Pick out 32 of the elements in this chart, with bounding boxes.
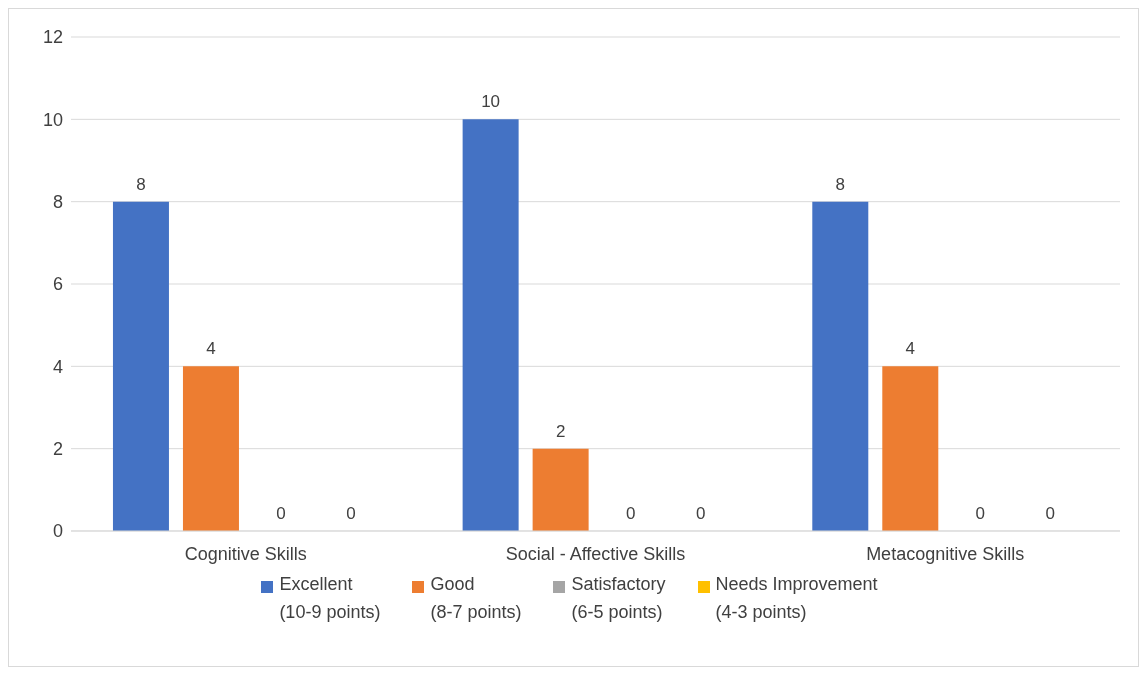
y-tick-label: 12 — [42, 27, 63, 48]
bar — [812, 201, 869, 531]
data-label: 0 — [625, 503, 636, 523]
data-label: 4 — [206, 339, 216, 359]
y-tick-label: 10 — [42, 109, 63, 130]
x-tick-label: Cognitive Skills — [184, 543, 307, 564]
x-tick-label: Metacognitive Skills — [866, 543, 1025, 564]
y-tick-label: 0 — [52, 521, 63, 542]
data-label: 2 — [555, 421, 566, 441]
bar — [532, 448, 589, 531]
data-label: 0 — [276, 503, 286, 523]
data-label: 4 — [905, 339, 916, 359]
y-tick-label: 6 — [52, 274, 63, 295]
bar — [112, 201, 169, 531]
bar — [882, 366, 939, 531]
data-label: 0 — [975, 503, 986, 523]
legend-label: Excellent (10-9 points) — [279, 573, 381, 624]
data-label: 0 — [695, 503, 706, 523]
data-label: 8 — [136, 174, 146, 194]
x-tick-label: Social - Affective Skills — [505, 543, 686, 564]
legend-label: Needs Improvement (4-3 points) — [715, 573, 878, 624]
y-tick-label: 8 — [52, 192, 63, 213]
data-label: 0 — [346, 503, 356, 523]
data-label: 0 — [1045, 503, 1056, 523]
bar — [182, 366, 239, 531]
y-tick-label: 2 — [52, 439, 63, 460]
data-label: 8 — [835, 174, 846, 194]
data-label: 10 — [481, 92, 501, 112]
y-tick-label: 4 — [52, 356, 63, 377]
bar — [462, 119, 519, 531]
legend-label: Good (8-7 points) — [430, 573, 522, 624]
legend-label: Satisfactory (6-5 points) — [571, 573, 666, 624]
